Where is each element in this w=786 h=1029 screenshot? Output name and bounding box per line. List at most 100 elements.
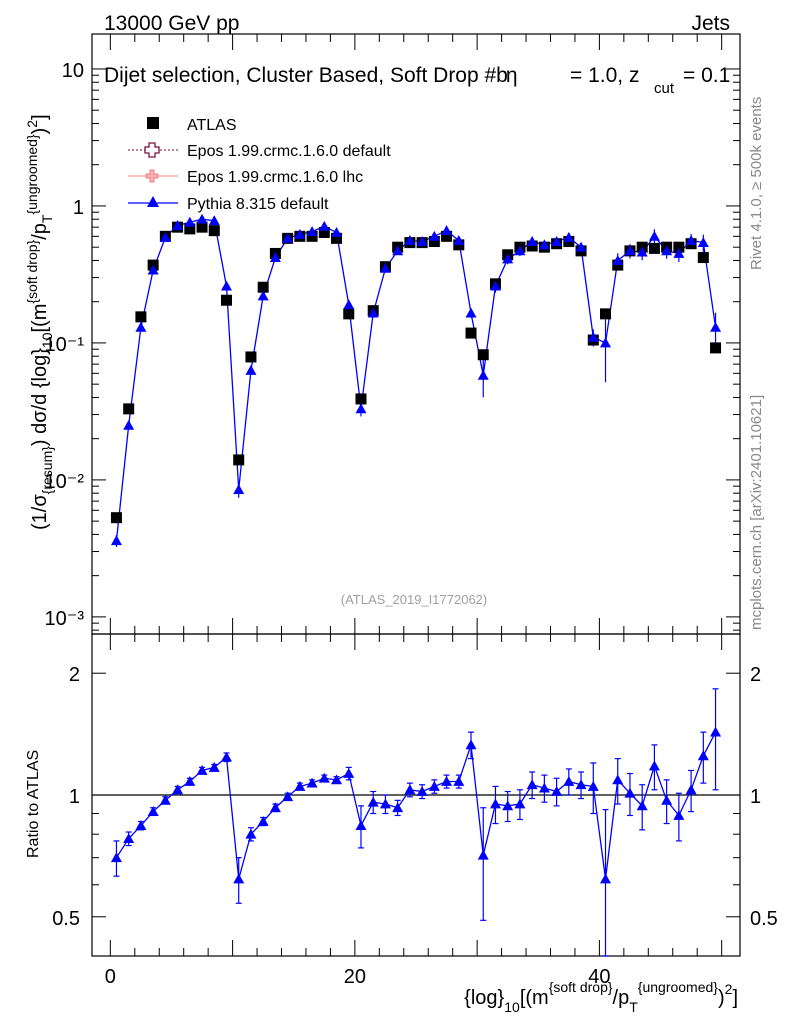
ratio-y-tick-label: 0.5	[52, 908, 80, 930]
ratio-point	[110, 852, 122, 863]
pythia-point	[208, 215, 220, 226]
ratio-point	[404, 784, 416, 795]
pythia-point	[661, 245, 673, 256]
ratio-y-axis: 0.5 0.5 1 1 2 2	[52, 664, 778, 957]
ratio-point	[624, 787, 636, 798]
atlas-point	[220, 294, 232, 306]
ratio-point	[306, 777, 318, 788]
x-tick-label: 0	[105, 966, 116, 988]
ratio-point	[355, 820, 367, 831]
pythia-point	[306, 226, 318, 236]
ratio-y-tick-label: 1	[69, 786, 80, 808]
pythia-point	[245, 364, 257, 375]
main-y-axis: 10⁻³ 10⁻² 10⁻¹ 1 10	[45, 60, 740, 631]
pythia-point	[502, 253, 514, 264]
pythia-point	[514, 245, 526, 256]
pythia-point	[600, 337, 612, 348]
ratio-point	[502, 800, 514, 811]
atlas-point	[208, 225, 220, 237]
pythia-point	[538, 239, 550, 250]
main-data-series	[110, 213, 722, 547]
ratio-point	[318, 772, 330, 783]
ratio-point	[269, 802, 281, 813]
pythia-line	[115, 218, 717, 541]
atlas-point	[110, 512, 122, 524]
pythia-point	[110, 535, 122, 546]
ratio-data-series	[110, 688, 722, 957]
pythia-point	[220, 280, 232, 291]
legend: ATLAS Epos 1.99.crmc.1.6.0 default Epos …	[128, 117, 391, 213]
legend-marker-epos-lhc	[145, 169, 159, 183]
x-tick-label: 40	[588, 966, 610, 988]
pythia-point	[587, 331, 599, 342]
pythia-point	[453, 234, 465, 245]
legend-label-epos-lhc: Epos 1.99.crmc.1.6.0 lhc	[187, 169, 363, 186]
atlas-point	[135, 311, 147, 323]
atlas-point	[196, 221, 208, 233]
ratio-point	[196, 764, 208, 775]
ratio-point	[220, 751, 232, 762]
legend-marker-pythia	[147, 196, 159, 207]
legend-label-atlas: ATLAS	[187, 117, 237, 134]
main-y-tick-label: 10	[62, 60, 84, 82]
ratio-point	[208, 761, 220, 772]
ratio-point	[477, 849, 489, 860]
ratio-point	[538, 782, 550, 793]
pythia-point	[233, 484, 245, 494]
pythia-point	[355, 403, 367, 414]
ratio-point	[428, 780, 440, 791]
pythia-point	[282, 232, 294, 243]
legend-marker-atlas	[147, 117, 159, 129]
atlas-point	[306, 230, 318, 242]
pythia-point	[294, 228, 306, 239]
ratio-point	[172, 784, 184, 795]
ratio-point	[673, 809, 685, 820]
pythia-point	[318, 220, 330, 231]
main-y-axis-label: (1/σ{resum}) dσ/d {log}10[(m{soft drop}/…	[24, 114, 55, 530]
ratio-point	[648, 760, 660, 771]
legend-label-epos-default: Epos 1.99.crmc.1.6.0 default	[187, 143, 391, 160]
ratio-point	[489, 798, 501, 809]
ratio-point	[147, 806, 159, 816]
ratio-point	[453, 775, 465, 786]
pythia-point	[477, 369, 489, 380]
pythia-point	[404, 234, 416, 245]
ratio-point	[685, 784, 697, 795]
x-tick-label: 20	[344, 966, 366, 988]
pythia-point	[697, 237, 709, 248]
atlas-point	[428, 236, 440, 248]
ratio-point	[294, 780, 306, 791]
pythia-point	[331, 226, 343, 237]
pythia-point	[575, 241, 587, 252]
pythia-point	[135, 321, 147, 332]
atlas-point	[257, 281, 269, 293]
atlas-point	[673, 241, 685, 253]
ratio-y-tick-label: 1	[750, 786, 761, 808]
ratio-point	[710, 726, 722, 737]
ratio-point	[416, 786, 428, 796]
pythia-point	[416, 236, 428, 246]
ratio-point	[612, 774, 624, 785]
plot-title-end: = 0.1	[683, 64, 730, 87]
legend-label-pythia: Pythia 8.315 default	[187, 196, 329, 213]
ratio-point	[526, 779, 538, 790]
atlas-point	[441, 230, 453, 242]
atlas-point	[233, 454, 245, 466]
ratio-point	[245, 828, 257, 839]
pythia-point	[612, 254, 624, 265]
atlas-point	[612, 259, 624, 271]
ratio-point	[159, 794, 171, 805]
pythia-point	[551, 236, 563, 246]
ratio-point	[600, 873, 612, 884]
atlas-point	[710, 342, 722, 354]
ratio-line	[115, 731, 717, 880]
atlas-point	[184, 223, 196, 235]
atlas-point	[465, 327, 477, 339]
main-y-tick-label: 10⁻²	[45, 471, 85, 493]
main-y-tick-label: 10⁻¹	[45, 334, 85, 356]
ratio-point	[551, 786, 563, 796]
ratio-point	[661, 794, 673, 805]
pythia-point	[257, 290, 269, 301]
ratio-point	[331, 774, 343, 785]
atlas-point	[648, 242, 660, 254]
